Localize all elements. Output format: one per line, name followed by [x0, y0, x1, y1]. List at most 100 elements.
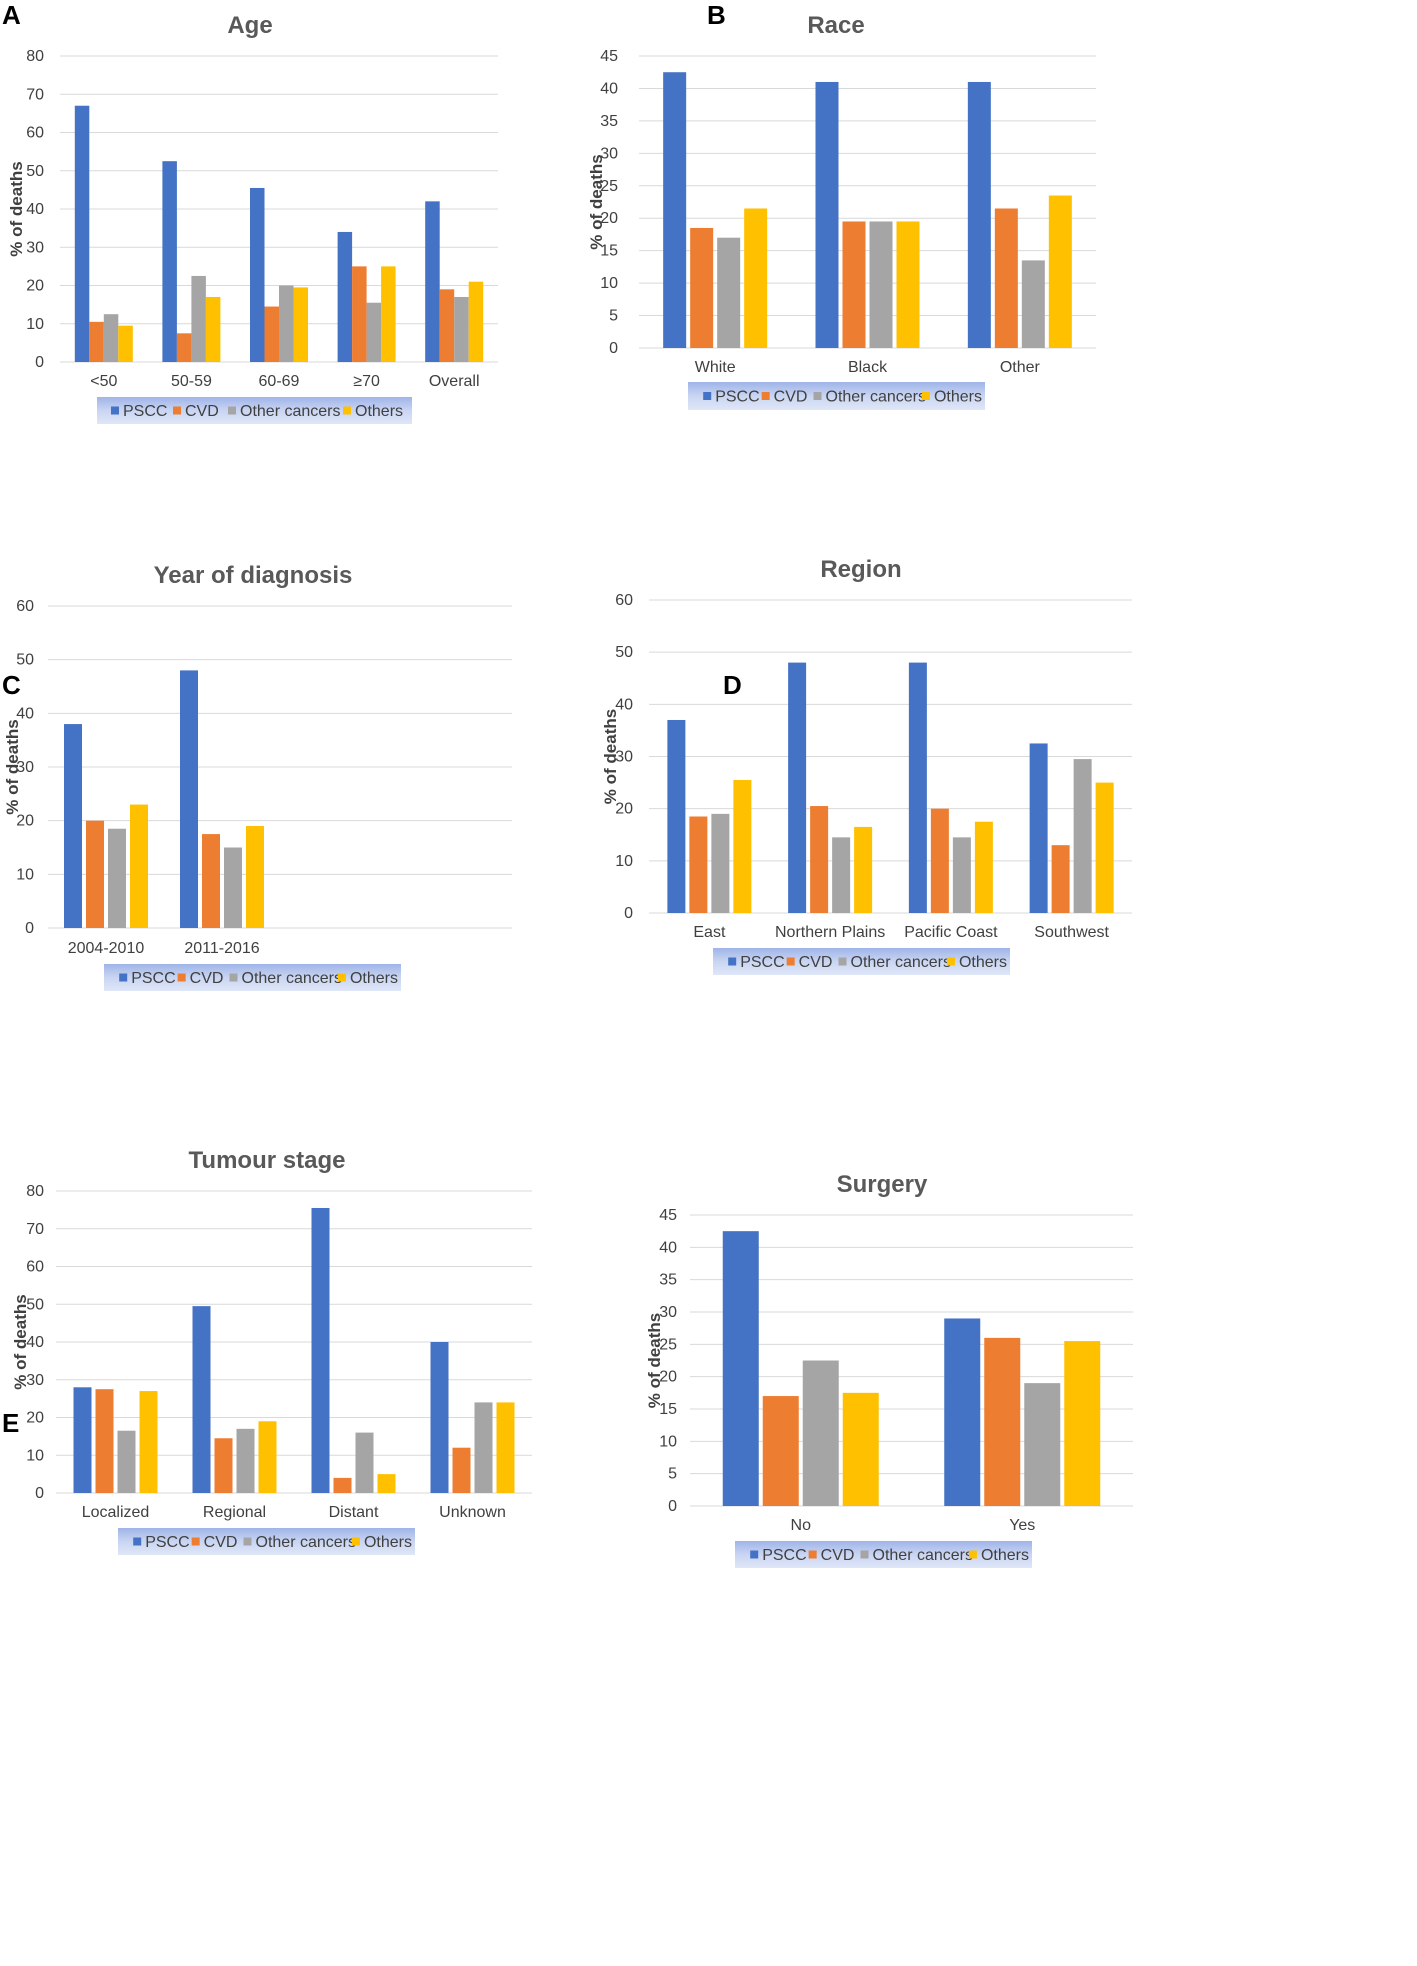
legend-label: PSCC — [145, 1534, 189, 1551]
chart-group: Region 0 10 20 30 40 50 60 % of deaths East Northe… — [601, 556, 1132, 975]
bar-pscc — [180, 670, 198, 928]
legend-label: Other cancers — [242, 970, 342, 987]
legend-swatch — [786, 957, 795, 966]
bar-cvd — [762, 1396, 799, 1506]
category-label: Regional — [203, 1504, 266, 1521]
bar-others — [468, 281, 484, 362]
bar-other-cancers — [711, 813, 730, 913]
category-label: Overall — [429, 373, 480, 390]
bar-others — [293, 287, 308, 362]
category-label: Unknown — [439, 1504, 506, 1521]
legend-swatch — [337, 973, 346, 982]
bar-pscc — [663, 72, 687, 348]
y-axis-label: % of deaths — [11, 1294, 30, 1389]
y-tick-label: 40 — [26, 1334, 44, 1351]
y-axis-label: % of deaths — [601, 709, 620, 804]
panel-c: C Year of diagnosis 0 10 20 30 40 50 60 % of dea… — [0, 562, 660, 1245]
legend-swatch — [946, 957, 955, 966]
y-tick-label: 5 — [668, 1466, 677, 1483]
legend-swatch — [921, 392, 930, 400]
bar-pscc — [967, 81, 991, 348]
legend-swatch — [703, 392, 712, 400]
panel-letter: B — [707, 0, 726, 30]
bar-other-cancers — [802, 1360, 839, 1506]
bar-other-cancers — [869, 221, 893, 348]
bar-others — [896, 221, 920, 348]
y-tick-label: 50 — [26, 1296, 44, 1313]
y-tick-label: 10 — [600, 275, 618, 292]
y-tick-label: 30 — [26, 1372, 44, 1389]
bar-cvd — [214, 1438, 233, 1493]
bar-other-cancers — [474, 1402, 493, 1493]
category-label: 2004-2010 — [68, 940, 145, 957]
bar-pscc — [908, 662, 927, 913]
bar-cvd — [89, 321, 104, 362]
chart-surgery: Surgery 0 5 10 15 20 25 30 35 40 45 % of deaths No Ye… — [645, 1171, 1133, 1568]
y-tick-label: 45 — [659, 1207, 677, 1224]
y-tick-label: 45 — [600, 48, 618, 65]
category-label: <50 — [90, 373, 117, 390]
y-tick-label: 50 — [16, 652, 34, 669]
bar-other-cancers — [236, 1428, 255, 1493]
bar-pscc — [1029, 743, 1048, 913]
bar-other-cancers — [832, 837, 851, 913]
y-tick-label: 10 — [659, 1433, 677, 1450]
y-tick-label: 40 — [600, 80, 618, 97]
bar-cvd — [994, 208, 1018, 348]
bar-others — [246, 826, 264, 928]
y-tick-label: 60 — [26, 1259, 44, 1276]
y-tick-label: 15 — [659, 1401, 677, 1418]
legend-label: Others — [959, 954, 1007, 971]
legend-box — [713, 948, 1010, 975]
y-tick-label: 60 — [16, 598, 34, 615]
legend-swatch — [177, 973, 186, 982]
chart-year-of-diagnosis: Year of diagnosis 0 10 20 30 40 50 60 % of death… — [3, 562, 512, 991]
y-tick-label: 10 — [26, 316, 44, 333]
panel-d: D Region 0 10 20 30 40 50 60 % of deaths East Nort… — [601, 556, 1400, 1245]
bar-cvd — [333, 1477, 352, 1493]
chart-group: Tumour stage 0 10 20 30 40 50 60 70 80 % of deaths… — [11, 1147, 532, 1555]
chart-group: Race 0 5 10 15 20 25 30 35 40 45 % of deaths White Bl… — [587, 12, 1096, 410]
bar-other-cancers — [952, 837, 971, 913]
bar-other-cancers — [717, 237, 741, 348]
bar-cvd — [264, 306, 279, 362]
y-tick-label: 0 — [609, 340, 618, 357]
y-tick-label: 5 — [609, 308, 618, 325]
chart-title: Year of diagnosis — [154, 562, 353, 589]
chart-group: Year of diagnosis 0 10 20 30 40 50 60 % of death… — [3, 562, 512, 991]
bar-others — [1095, 782, 1114, 913]
bar-pscc — [944, 1318, 981, 1506]
chart-group: Age 0 10 20 30 40 50 60 70 80 % of deaths <50 50-59 6… — [7, 12, 498, 424]
y-tick-label: 50 — [615, 644, 633, 661]
bar-pscc — [311, 1207, 330, 1493]
legend-box — [97, 397, 412, 424]
bar-other-cancers — [1073, 759, 1092, 913]
y-tick-label: 10 — [26, 1447, 44, 1464]
category-label: 50-59 — [171, 373, 212, 390]
y-tick-label: 30 — [659, 1304, 677, 1321]
bar-cvd — [352, 266, 367, 362]
y-tick-label: 30 — [16, 759, 34, 776]
y-axis-label: % of deaths — [7, 161, 26, 256]
bar-other-cancers — [1024, 1383, 1061, 1506]
y-tick-label: 25 — [600, 178, 618, 195]
legend-label: Other cancers — [851, 954, 951, 971]
panel-letter: D — [723, 670, 742, 700]
legend-label: PSCC — [715, 389, 759, 406]
legend-swatch — [111, 406, 119, 415]
bar-others — [258, 1421, 277, 1493]
y-axis-label: % of deaths — [3, 719, 22, 814]
y-tick-label: 0 — [35, 354, 44, 371]
bar-cvd — [95, 1389, 114, 1493]
bar-cvd — [176, 333, 192, 362]
y-tick-label: 35 — [600, 113, 618, 130]
bar-other-cancers — [355, 1432, 374, 1493]
legend-label: Others — [364, 1534, 412, 1551]
legend-box — [735, 1541, 1032, 1568]
bar-pscc — [73, 1387, 92, 1493]
chart-title: Age — [227, 12, 272, 39]
legend-swatch — [228, 406, 236, 415]
y-tick-label: 40 — [16, 705, 34, 722]
panel-a: A Age 0 10 20 30 40 50 60 70 80% of deaths <50 50-5… — [0, 0, 620, 440]
